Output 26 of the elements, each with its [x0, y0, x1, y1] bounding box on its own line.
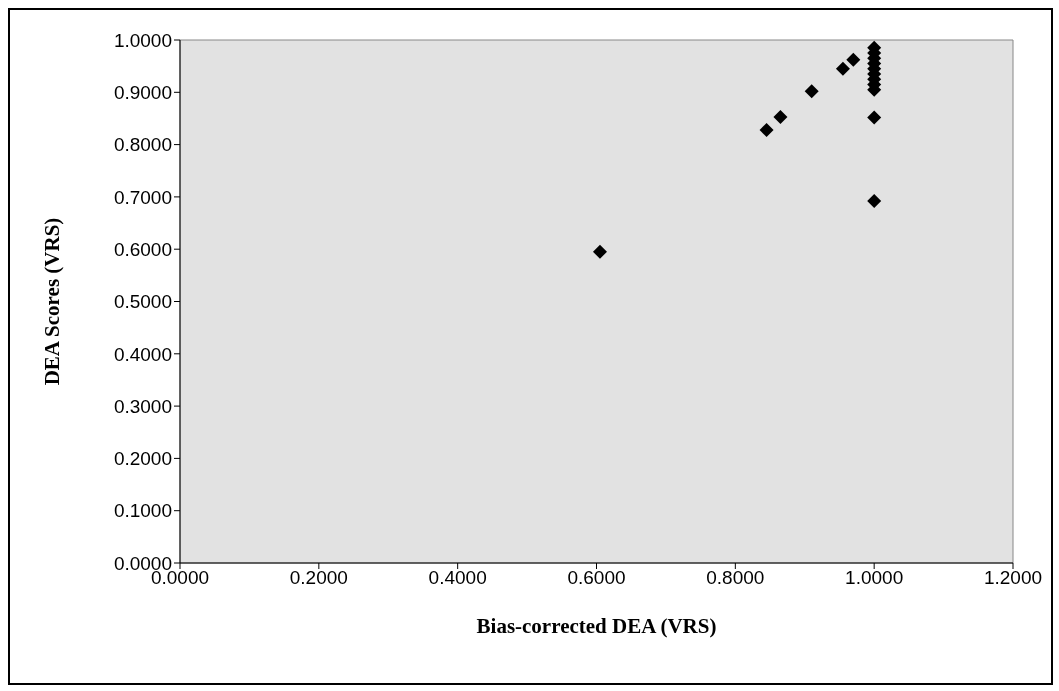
y-tick-label: 1.0000	[113, 29, 172, 51]
x-tick-label: 1.2000	[983, 567, 1043, 589]
point	[804, 84, 819, 99]
y-axis-title: DEA Scores (VRS)	[40, 217, 65, 386]
x-tick-label: 1.0000	[845, 567, 904, 589]
point	[835, 61, 850, 76]
y-tick-label: 0.3000	[113, 395, 172, 417]
point	[592, 244, 607, 259]
y-tick-label: 0.5000	[113, 291, 172, 313]
point	[867, 194, 882, 209]
point	[867, 110, 882, 125]
x-tick-label: 0.2000	[289, 567, 348, 589]
y-tick-label: 0.9000	[113, 82, 172, 104]
y-tick-label: 0.7000	[113, 186, 172, 208]
y-tick-label: 0.1000	[113, 500, 172, 522]
point	[773, 109, 788, 124]
x-tick-label: 0.8000	[706, 567, 765, 589]
y-tick-label: 0.2000	[113, 448, 172, 470]
y-tick-label: 0.6000	[113, 238, 172, 260]
x-axis-title: Bias-corrected DEA (VRS)	[476, 614, 717, 638]
point	[759, 122, 774, 137]
x-tick-label: 0.6000	[567, 567, 626, 589]
x-tick-label: 0.4000	[428, 567, 487, 589]
y-tick-label: 0.8000	[113, 134, 172, 156]
y-tick-label: 0.4000	[113, 343, 172, 365]
point	[846, 52, 861, 67]
